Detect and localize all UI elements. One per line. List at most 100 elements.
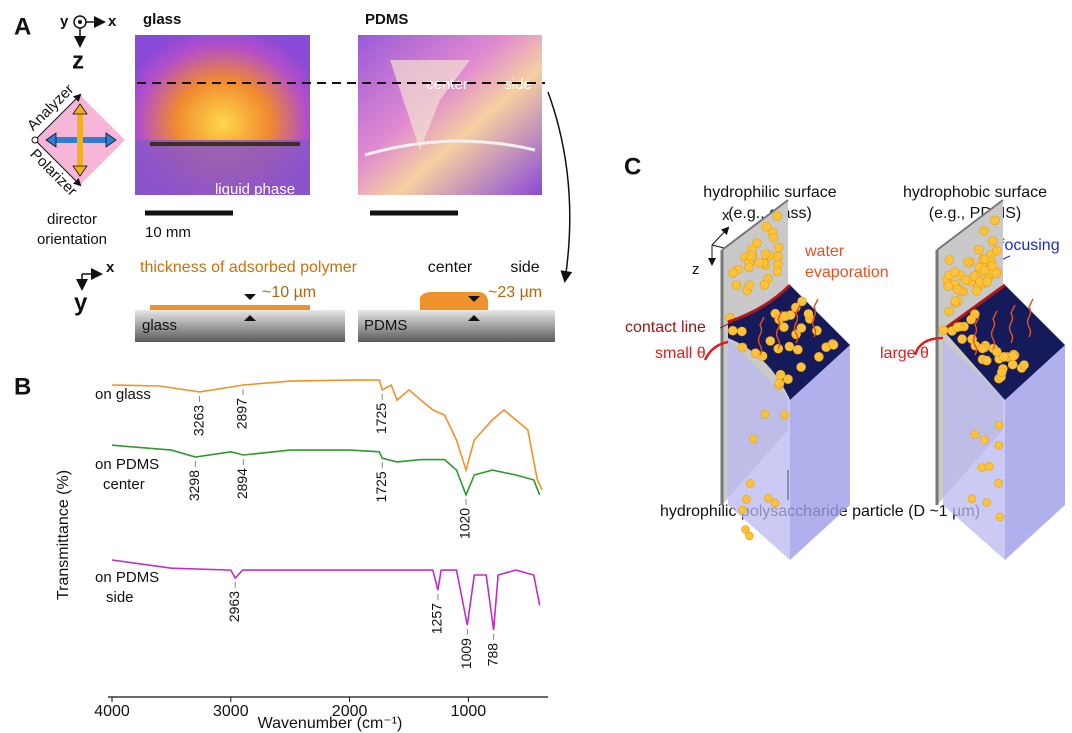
substrate-label: PDMS [364, 317, 407, 334]
x-tick-label: 1000 [451, 703, 487, 720]
series-label: on glass [95, 386, 151, 403]
panel-label: B [14, 373, 31, 400]
axis-label: z [692, 261, 700, 278]
particle [774, 243, 783, 252]
particle [967, 315, 976, 324]
series-label: center [103, 476, 145, 493]
particle [760, 280, 769, 289]
particle [951, 268, 960, 277]
particle [958, 335, 967, 344]
particle [995, 441, 1003, 449]
particle [771, 499, 779, 507]
particle [739, 506, 747, 514]
particle [995, 421, 1003, 429]
particle [999, 352, 1008, 361]
particle [990, 216, 999, 225]
particle [729, 268, 738, 277]
peak-label: 1020 [457, 508, 473, 539]
thickness-label: center [428, 259, 473, 276]
particle [945, 256, 954, 265]
x-tick-label: 2000 [332, 703, 368, 720]
particle [974, 245, 983, 254]
axis-label: x [722, 207, 730, 224]
particle [745, 281, 754, 290]
particle [944, 307, 953, 316]
evaporation-label: evaporation [805, 264, 889, 281]
figure: A y x z Analyzer Polarizer director orie… [0, 0, 1072, 733]
peak-label: 3263 [190, 405, 206, 436]
particle [980, 266, 989, 275]
particle [761, 250, 770, 259]
particle [797, 363, 806, 372]
angle-label: large θ [880, 345, 929, 362]
particle [758, 352, 767, 361]
particle [797, 324, 806, 333]
particle [939, 326, 948, 335]
particle [746, 479, 754, 487]
particle [775, 379, 784, 388]
peak-label: 2963 [226, 591, 242, 622]
panel-b: B Transmittance (%) Wavenumber (cm⁻¹) 40… [14, 373, 548, 732]
peak-label: 2897 [234, 398, 250, 429]
particle [1009, 352, 1018, 361]
particle [766, 337, 775, 346]
particle [785, 342, 794, 351]
particle [961, 276, 970, 285]
particle [814, 352, 823, 361]
image-title: PDMS [365, 11, 408, 28]
particle [732, 281, 741, 290]
particle [997, 368, 1006, 377]
surface-label: (e.g., PDMS) [929, 205, 1021, 222]
polymer-layer [150, 305, 310, 310]
thickness-label: side [510, 259, 539, 276]
particle [728, 326, 737, 335]
panel-label: C [624, 153, 641, 180]
particle [953, 323, 962, 332]
peak-label: 1257 [429, 603, 445, 634]
particle [747, 252, 756, 261]
particle [793, 345, 802, 354]
director-label: orientation [37, 231, 107, 248]
scale-label: 10 mm [145, 224, 191, 241]
particle [752, 239, 761, 248]
peak-label: 1725 [373, 403, 389, 434]
evaporation-label: water [804, 243, 845, 260]
axis-label: z [72, 47, 84, 74]
particle [773, 267, 782, 276]
particle [1008, 360, 1017, 369]
particle [774, 252, 783, 261]
axis-arrow [712, 228, 728, 245]
origin-dot [32, 137, 38, 143]
particle [995, 479, 1003, 487]
angle-label: small θ [655, 345, 706, 362]
peak-label: 788 [484, 643, 500, 667]
x-tick-label: 4000 [94, 703, 130, 720]
spectrum [112, 560, 540, 630]
director-label: director [47, 211, 97, 228]
surface-label: hydrophilic surface [703, 184, 837, 201]
particle [745, 263, 754, 272]
peak-label: 3298 [186, 470, 202, 501]
spectrum [112, 445, 540, 495]
particle [737, 327, 746, 336]
particle [992, 246, 1001, 255]
series-label: on PDMS [95, 456, 159, 473]
particle [773, 212, 782, 221]
particle [985, 462, 993, 470]
thickness-value: ~10 µm [262, 284, 316, 301]
particle [1020, 361, 1029, 370]
axis-label: x [108, 13, 117, 30]
particle [743, 495, 751, 503]
particle [742, 526, 750, 534]
cut-arrow [548, 92, 570, 280]
particle [996, 513, 1004, 521]
axis-dot [78, 20, 82, 24]
peak-label: 1725 [373, 471, 389, 502]
particle [981, 436, 989, 444]
particle [988, 237, 997, 246]
particle [804, 309, 813, 318]
y-axis-label: Transmittance (%) [55, 470, 72, 600]
particle [769, 233, 778, 242]
particle [762, 222, 771, 231]
particle [781, 411, 789, 419]
